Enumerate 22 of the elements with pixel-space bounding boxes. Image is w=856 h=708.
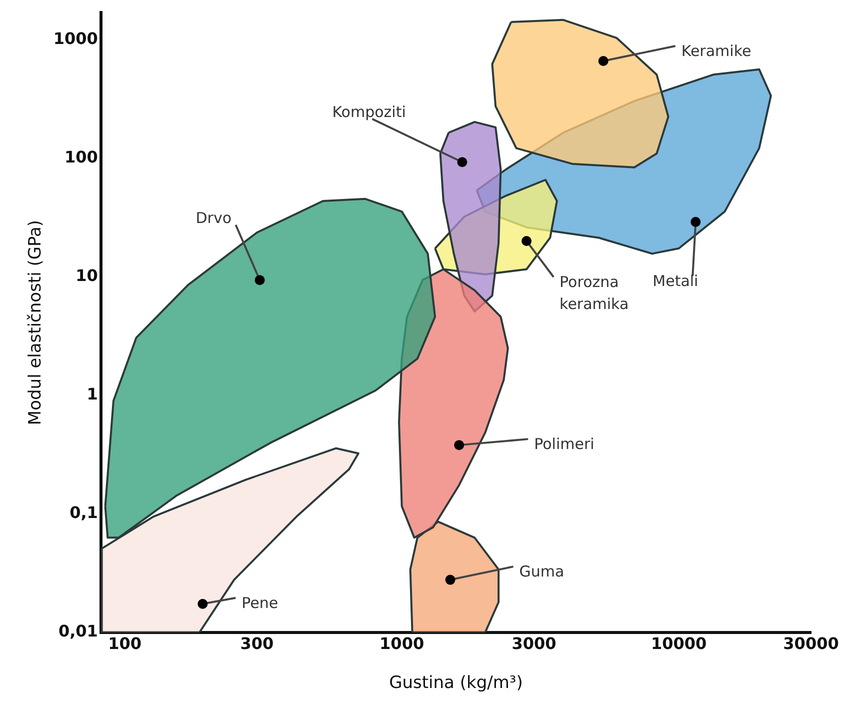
x-tick-label: 100 [108,634,142,654]
y-tick-label: 0,01 [58,622,98,641]
y-tick-label: 1000 [53,29,98,48]
annotation: Porozna keramika [560,272,629,313]
x-tick-label: 10000 [650,634,707,654]
x-tick-label: 300 [240,634,274,654]
annotation: Guma [519,562,564,580]
y-tick-label: 100 [64,148,98,167]
y-tick-label: 10 [76,266,98,286]
annotation: Pene [242,594,278,612]
x-axis-title: Gustina (kg/m³) [389,673,523,694]
x-tick-label: 1000 [380,634,424,654]
annotation: Drvo [196,208,232,227]
annotation: Kompoziti [332,102,406,121]
x-tick-label: 30000 [783,634,839,654]
y-axis-title: Modul elastičnosti (GPa) [26,220,46,426]
annotation: Keramike [681,42,752,60]
annotation: Metali [652,272,698,290]
annotation: Polimeri [534,434,594,453]
y-tick-label: 0,1 [70,503,98,522]
x-tick-label: 3000 [512,634,556,654]
y-tick-label: 1 [86,384,98,404]
